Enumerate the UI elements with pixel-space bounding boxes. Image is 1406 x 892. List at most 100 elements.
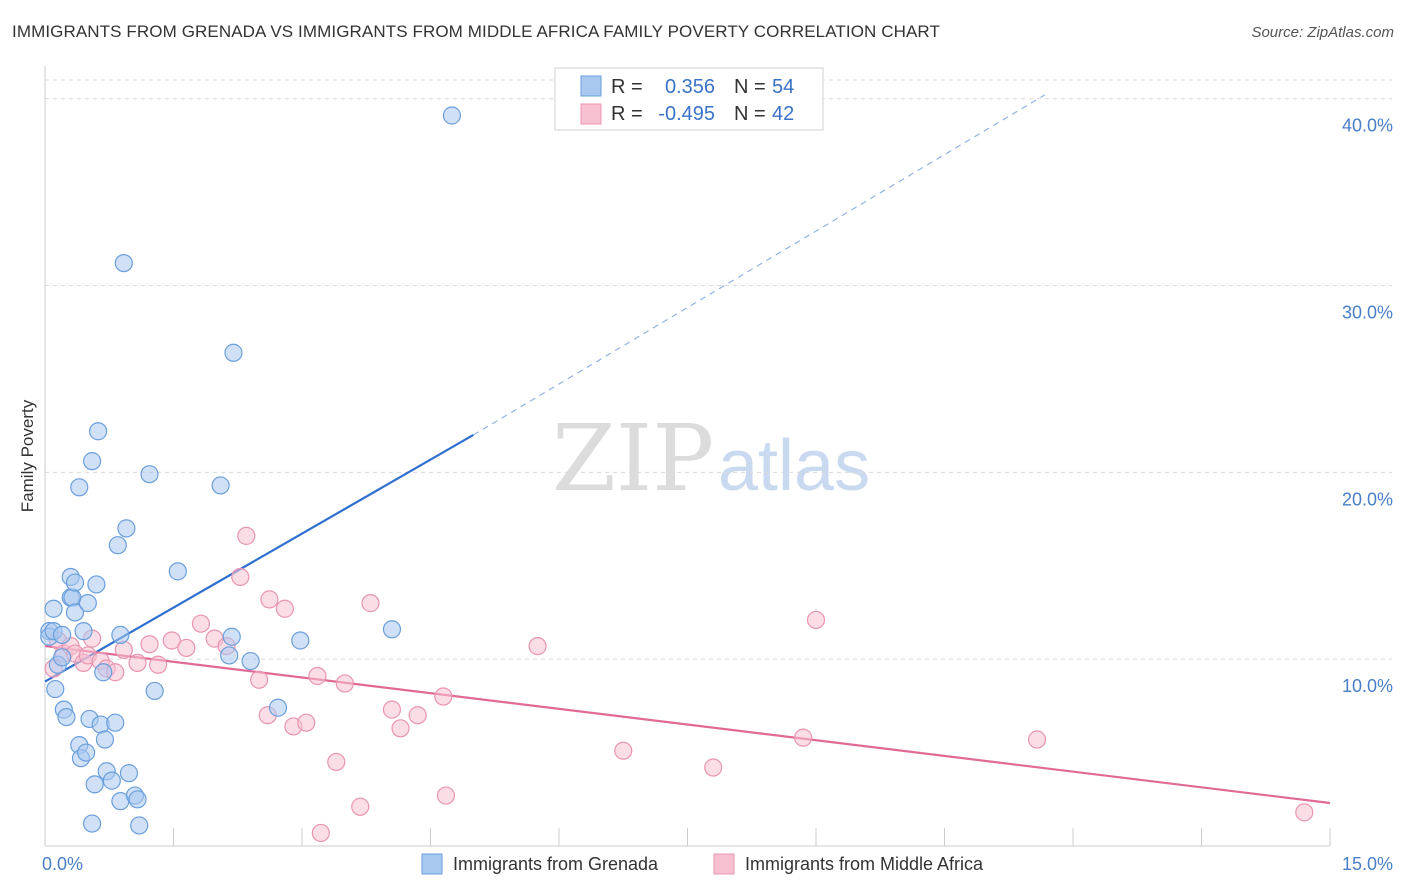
data-point-grenada: [291, 631, 310, 650]
data-point-middle-africa: [1027, 730, 1047, 749]
data-point-middle-africa: [391, 719, 410, 738]
data-point-grenada: [108, 536, 127, 555]
data-point-middle-africa: [308, 666, 327, 686]
trendline-middle-africa: [44, 645, 1331, 805]
stats-r-label-africa: R =: [611, 103, 643, 125]
data-point-middle-africa: [177, 638, 196, 658]
data-point-grenada: [102, 771, 121, 790]
data-point-middle-africa: [114, 640, 133, 659]
data-point-middle-africa: [361, 594, 380, 613]
data-point-middle-africa: [327, 752, 346, 772]
data-point-middle-africa: [408, 706, 427, 725]
data-point-middle-africa: [237, 526, 256, 545]
data-point-grenada: [94, 663, 113, 682]
data-point-middle-africa: [260, 590, 279, 609]
data-point-grenada: [442, 106, 462, 125]
stats-n-value-africa: 42: [772, 103, 794, 125]
data-point-grenada: [211, 476, 230, 495]
data-point-middle-africa: [704, 758, 723, 777]
data-point-grenada: [63, 588, 82, 607]
data-point-middle-africa: [128, 653, 147, 673]
y-tick-label: 40.0%: [1342, 116, 1393, 136]
data-point-middle-africa: [382, 700, 402, 719]
legend-swatch-africa: [713, 853, 735, 875]
data-point-grenada: [65, 603, 85, 622]
data-point-middle-africa: [351, 797, 370, 816]
data-point-middle-africa: [311, 823, 330, 843]
data-point-middle-africa: [528, 636, 547, 656]
data-point-grenada: [114, 253, 133, 273]
data-point-middle-africa: [806, 610, 826, 630]
data-point-grenada: [268, 698, 288, 717]
data-point-grenada: [168, 562, 187, 581]
watermark-atlas: atlas: [718, 426, 870, 506]
data-point-grenada: [77, 743, 96, 762]
chart-title: IMMIGRANTS FROM GRENADA VS IMMIGRANTS FR…: [12, 22, 940, 41]
data-point-grenada: [57, 707, 76, 727]
x-tick-label-max: 15.0%: [1342, 854, 1393, 874]
stats-box: R = 0.356 N = 54 R = -0.495 N = 42: [554, 67, 824, 131]
data-point-middle-africa: [794, 728, 813, 747]
data-point-grenada: [46, 679, 65, 699]
data-point-grenada: [224, 343, 243, 362]
data-point-grenada: [83, 814, 102, 833]
series-grenada-points: [40, 106, 462, 835]
data-point-grenada: [222, 627, 241, 646]
data-point-grenada: [382, 620, 402, 639]
data-point-grenada: [106, 713, 125, 732]
stats-swatch-grenada: [580, 75, 602, 97]
data-point-grenada: [53, 648, 72, 667]
stats-r-value-grenada: 0.356: [665, 76, 715, 98]
data-point-grenada: [145, 681, 164, 701]
data-point-grenada: [111, 625, 130, 644]
data-point-middle-africa: [297, 713, 316, 732]
data-point-middle-africa: [148, 655, 168, 674]
data-point-grenada: [241, 651, 260, 671]
data-point-middle-africa: [191, 614, 211, 633]
data-point-grenada: [85, 775, 104, 794]
data-point-grenada: [87, 575, 106, 594]
axis-layer: [44, 66, 1331, 847]
legend: Immigrants from Grenada Immigrants from …: [421, 853, 984, 875]
stats-n-label-grenada: N =: [734, 76, 766, 98]
data-point-grenada: [65, 573, 85, 592]
data-point-middle-africa: [250, 670, 269, 689]
y-tick-label: 30.0%: [1342, 303, 1393, 323]
data-point-grenada: [78, 594, 97, 613]
stats-n-value-grenada: 54: [772, 76, 794, 98]
data-point-grenada: [128, 790, 147, 809]
data-point-middle-africa: [335, 674, 354, 693]
data-point-middle-africa: [140, 635, 159, 654]
y-axis-title: Family Poverty: [18, 399, 37, 512]
x-tick-label-min: 0.0%: [42, 854, 83, 874]
data-point-middle-africa: [1295, 803, 1314, 822]
tick-label-layer: 10.0% 20.0% 30.0% 40.0% 0.0% 15.0%: [42, 116, 1393, 874]
data-point-grenada: [74, 622, 93, 641]
data-point-grenada: [220, 646, 239, 665]
stats-n-label-africa: N =: [734, 103, 766, 125]
data-point-grenada: [83, 452, 102, 471]
data-point-grenada: [95, 730, 115, 749]
data-point-middle-africa: [436, 786, 456, 805]
legend-label-grenada: Immigrants from Grenada: [453, 854, 659, 874]
data-point-grenada: [44, 599, 63, 618]
data-point-grenada: [119, 764, 139, 783]
data-point-grenada: [53, 625, 72, 644]
stats-r-label-grenada: R =: [611, 76, 643, 98]
data-point-middle-africa: [614, 741, 633, 760]
series-middle-africa-points: [44, 526, 1314, 843]
watermark-zip: ZIP: [552, 405, 714, 512]
data-point-middle-africa: [275, 599, 294, 618]
legend-swatch-grenada: [421, 853, 443, 875]
source-credit: Source: ZipAtlas.com: [1251, 24, 1394, 41]
y-tick-label: 20.0%: [1342, 489, 1393, 509]
data-point-grenada: [130, 816, 149, 835]
data-point-grenada: [140, 465, 159, 484]
data-point-grenada: [89, 422, 108, 441]
y-tick-label: 10.0%: [1342, 676, 1393, 696]
data-point-middle-africa: [231, 567, 250, 587]
data-point-middle-africa: [434, 687, 453, 706]
trendline-grenada-extension: [473, 94, 1046, 436]
data-point-middle-africa: [162, 631, 181, 650]
